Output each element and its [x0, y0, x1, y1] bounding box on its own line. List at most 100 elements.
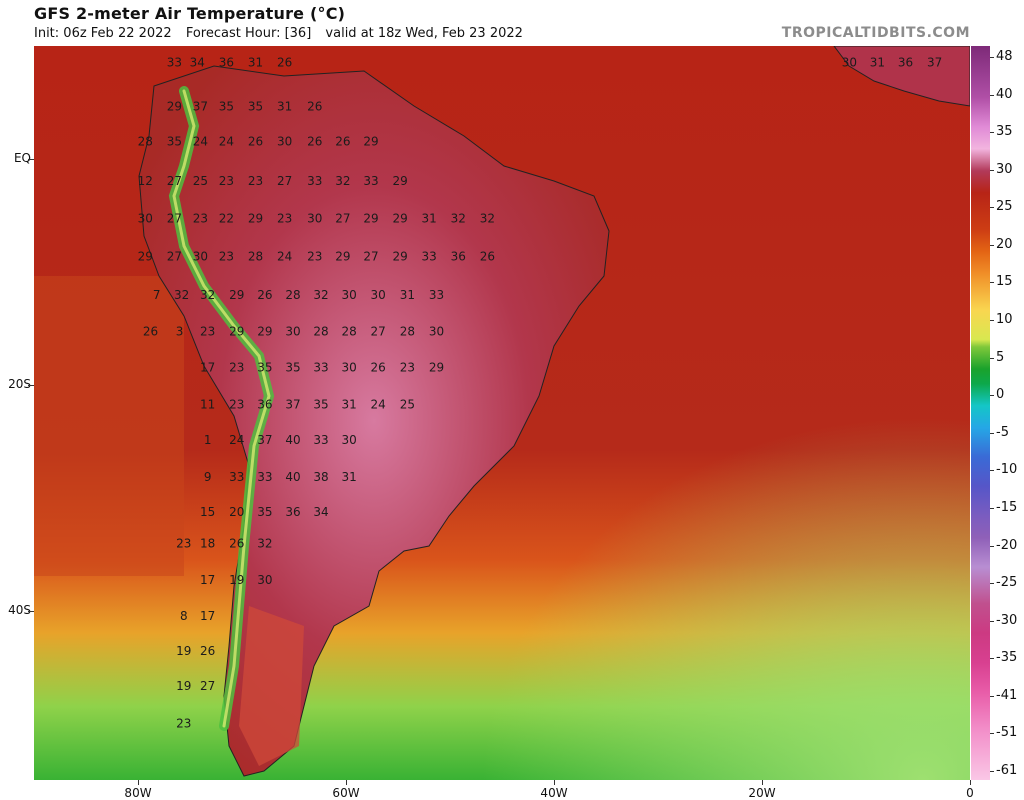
temperature-value: 23 — [307, 250, 322, 264]
colorbar-tick — [990, 733, 994, 735]
temperature-value: 3 — [176, 324, 184, 338]
temperature-value: 23 — [229, 360, 244, 374]
forecast-hour: Forecast Hour: [36] — [185, 26, 312, 41]
temperature-value: 33 — [422, 250, 437, 264]
temperature-value: 28 — [400, 324, 415, 338]
temperature-value: 15 — [200, 505, 215, 519]
colorbar-tick — [990, 507, 994, 509]
temperature-value: 20 — [229, 505, 244, 519]
temperature-value: 32 — [257, 537, 272, 551]
temperature-value: 26 — [200, 644, 215, 658]
temperature-value: 7 — [153, 288, 161, 302]
temperature-value: 22 — [219, 211, 234, 225]
temperature-value: 29 — [392, 174, 407, 188]
temperature-value: 33 — [307, 174, 322, 188]
temperature-value: 30 — [842, 55, 857, 69]
temperature-value: 18 — [200, 537, 215, 551]
temperature-value: 32 — [174, 288, 189, 302]
temperature-value: 37 — [285, 398, 300, 412]
temperature-value: 35 — [257, 360, 272, 374]
temperature-value: 30 — [341, 360, 356, 374]
temperature-value: 28 — [138, 134, 153, 148]
colorbar-label: 25 — [996, 199, 1013, 215]
temperature-value: 26 — [335, 134, 350, 148]
colorbar-label: -5 — [996, 424, 1009, 440]
temperature-value: 29 — [257, 324, 272, 338]
temperature-value: 17 — [200, 360, 215, 374]
lon-tick-60w — [346, 780, 347, 785]
map-subtitle: Init: 06z Feb 22 2022 Forecast Hour: [36… — [34, 26, 533, 41]
temperature-value: 37 — [927, 55, 942, 69]
temperature-value: 28 — [285, 288, 300, 302]
colorbar-label: 40 — [996, 86, 1013, 102]
temperature-value: 28 — [341, 324, 356, 338]
temperature-value: 34 — [313, 505, 328, 519]
temperature-value: 35 — [313, 398, 328, 412]
temperature-value: 37 — [257, 433, 272, 447]
colorbar-tick — [990, 695, 994, 697]
temperature-value: 24 — [229, 433, 244, 447]
lon-tick-20w — [762, 780, 763, 785]
temperature-value: 28 — [313, 324, 328, 338]
lon-tick-0 — [970, 780, 971, 785]
temperature-value: 26 — [371, 360, 386, 374]
temperature-value: 25 — [193, 174, 208, 188]
map-title: GFS 2-meter Air Temperature (°C) — [34, 4, 346, 23]
temperature-value: 40 — [285, 470, 300, 484]
temperature-value: 28 — [248, 250, 263, 264]
temperature-value: 11 — [200, 398, 215, 412]
temperature-value: 31 — [248, 55, 263, 69]
colorbar-label: 30 — [996, 161, 1013, 177]
temperature-value: 9 — [204, 470, 212, 484]
temperature-value: 30 — [371, 288, 386, 302]
colorbar-tick — [990, 244, 994, 246]
colorbar-label: 15 — [996, 274, 1013, 290]
lon-label-80w: 80W — [124, 786, 152, 800]
temperature-value: 27 — [371, 324, 386, 338]
temperature-value: 27 — [167, 174, 182, 188]
lat-tick-20s — [28, 385, 34, 386]
temperature-value: 33 — [313, 433, 328, 447]
temperature-value: 32 — [200, 288, 215, 302]
temperature-value: 19 — [176, 644, 191, 658]
temperature-value: 29 — [167, 99, 182, 113]
temperature-value: 33 — [429, 288, 444, 302]
temperature-value: 26 — [277, 55, 292, 69]
patagonia-zone — [239, 606, 304, 766]
colorbar-label: -61 — [996, 763, 1018, 778]
colorbar-tick — [990, 545, 994, 547]
colorbar-tick — [990, 282, 994, 284]
temperature-value: 27 — [363, 250, 378, 264]
temperature-value: 31 — [400, 288, 415, 302]
lat-tick-eq — [28, 159, 34, 160]
temperature-value: 12 — [138, 174, 153, 188]
colorbar-label: -10 — [996, 462, 1018, 478]
south-america-landmass — [138, 65, 610, 777]
temperature-value: 8 — [180, 609, 188, 623]
temperature-value: 1 — [204, 433, 212, 447]
temperature-value: 35 — [248, 99, 263, 113]
colorbar-label: 35 — [996, 124, 1013, 140]
colorbar-label: -15 — [996, 499, 1018, 515]
temperature-value: 31 — [341, 398, 356, 412]
colorbar-label: -35 — [996, 650, 1018, 666]
temperature-value: 30 — [138, 211, 153, 225]
temperature-value: 24 — [193, 134, 208, 148]
temperature-value: 23 — [219, 250, 234, 264]
temperature-value: 31 — [341, 470, 356, 484]
temperature-value: 27 — [167, 250, 182, 264]
colorbar-label: 20 — [996, 236, 1013, 252]
temperature-value: 29 — [248, 211, 263, 225]
temperature-value: 24 — [277, 250, 292, 264]
lon-label-60w: 60W — [332, 786, 360, 800]
lat-label-20s: 20S — [8, 377, 31, 391]
temperature-value: 23 — [193, 211, 208, 225]
lat-label-eq: EQ — [13, 151, 31, 165]
temperature-value: 33 — [257, 470, 272, 484]
temperature-value: 32 — [480, 211, 495, 225]
valid-time: valid at 18z Wed, Feb 23 2022 — [325, 26, 523, 41]
init-time: Init: 06z Feb 22 2022 — [34, 26, 172, 41]
temperature-value: 40 — [285, 433, 300, 447]
temperature-value: 23 — [400, 360, 415, 374]
